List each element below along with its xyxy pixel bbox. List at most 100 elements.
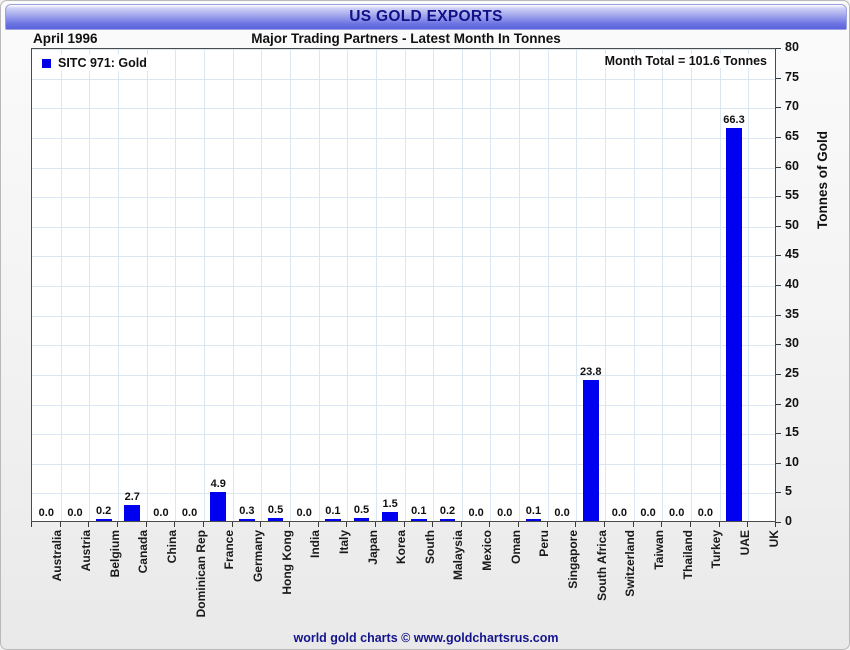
x-tick-mark [31, 522, 32, 527]
bar-value-label: 0.0 [669, 507, 685, 519]
bar-india[interactable]: 0.0 [296, 47, 312, 521]
bar-austria[interactable]: 0.0 [67, 47, 83, 521]
y-tick-mark [776, 433, 781, 435]
bar-value-label: 0.5 [267, 504, 284, 517]
x-axis-label: Australia [50, 530, 65, 582]
bar-value-label: 0.5 [353, 504, 370, 517]
y-tick-label: 40 [785, 277, 799, 291]
bar-peru[interactable]: 0.1 [525, 47, 542, 521]
x-tick-mark [775, 522, 776, 527]
gridline-vertical [118, 49, 119, 521]
bar-value-label: 0.0 [554, 507, 570, 519]
x-axis-label: South Africa [594, 530, 609, 601]
bar-rect [582, 380, 599, 521]
bar-south-africa[interactable]: 23.8 [580, 47, 601, 521]
gridline-vertical [261, 49, 262, 521]
y-tick-label: 45 [785, 247, 799, 262]
x-axis-label: Germany [250, 530, 265, 583]
bar-dominican-rep[interactable]: 0.0 [182, 47, 198, 521]
bar-singapore[interactable]: 0.0 [554, 47, 570, 521]
x-tick-mark [260, 522, 261, 527]
bar-uae[interactable]: 66.3 [723, 47, 745, 521]
gridline-vertical [605, 49, 606, 521]
y-axis: 0 5 10 15 20 25 30 35 40 45 50 55 60 65 70 75 80 [776, 40, 812, 528]
bar-rect [726, 128, 742, 521]
x-axis-label: Malaysia [451, 530, 466, 581]
bar-south[interactable]: 0.1 [410, 47, 427, 521]
bar-value-label: 0.0 [697, 507, 714, 519]
x-axis-label: UAE [738, 530, 753, 556]
bar-series: 0.0 0.0 0.2 2.7 0.0 0.0 4.9 0.3 0.5 0.0 0.1 0.5 1.5 0… [32, 49, 775, 521]
bar-belgium[interactable]: 0.2 [95, 47, 112, 521]
bar-malaysia[interactable]: 0.2 [439, 47, 456, 521]
gridline-vertical [576, 49, 577, 521]
x-axis-label: Hong Kong [279, 530, 294, 595]
gridline-horizontal [32, 256, 775, 258]
bar-japan[interactable]: 0.5 [353, 47, 370, 521]
y-tick-mark [776, 373, 781, 375]
bar-france[interactable]: 4.9 [210, 47, 227, 521]
legend-series-label: SITC 971: Gold [58, 56, 147, 70]
bar-switzerland[interactable]: 0.0 [612, 47, 628, 521]
bar-value-label: 0.0 [153, 507, 169, 519]
bar-turkey[interactable]: 0.0 [697, 47, 713, 521]
bar-thailand[interactable]: 0.0 [669, 47, 685, 521]
gridline-horizontal [32, 78, 775, 80]
bar-korea[interactable]: 1.5 [382, 47, 399, 521]
bar-australia[interactable]: 0.0 [38, 47, 54, 521]
x-axis: Australia Austria Belgium Canada China Domini… [31, 522, 781, 627]
y-tick-label: 60 [785, 158, 799, 173]
x-tick-mark [518, 522, 519, 527]
x-tick-mark [575, 522, 576, 527]
y-tick-mark [776, 225, 781, 227]
bar-china[interactable]: 0.0 [153, 47, 169, 521]
y-tick-mark [776, 107, 781, 109]
gridline-vertical [662, 49, 663, 521]
y-tick-label: 20 [785, 395, 799, 410]
y-tick-label: 50 [785, 217, 799, 232]
y-tick-mark [776, 314, 781, 316]
window-title: US GOLD EXPORTS [349, 8, 503, 25]
gridline-vertical [691, 49, 692, 521]
x-axis-label: UK [766, 530, 781, 548]
y-tick-mark [776, 462, 781, 464]
x-axis-label: Korea [394, 530, 409, 565]
bar-rect [353, 518, 370, 521]
gridline-horizontal [32, 167, 775, 169]
gridline-horizontal [32, 226, 775, 228]
footer-credit: world gold charts © www.goldchartsrus.co… [293, 631, 559, 645]
bar-rect [439, 519, 456, 521]
y-tick-mark [776, 196, 781, 198]
window-title-bar: US GOLD EXPORTS [5, 4, 847, 30]
bar-germany[interactable]: 0.3 [239, 47, 255, 521]
x-tick-mark [432, 522, 433, 527]
bar-mexico[interactable]: 0.0 [468, 47, 484, 521]
bar-value-label: 2.7 [124, 491, 140, 504]
gridline-vertical [519, 49, 520, 521]
chart-legend: SITC 971: Gold [40, 55, 151, 71]
y-tick-label: 15 [785, 425, 799, 440]
y-tick-label: 80 [785, 40, 799, 54]
gridline-vertical [376, 49, 377, 521]
x-tick-mark [146, 522, 147, 527]
bar-hong-kong[interactable]: 0.5 [267, 47, 284, 521]
x-axis-label: Thailand [680, 530, 695, 580]
y-tick-mark [776, 522, 781, 523]
bar-value-label: 0.0 [468, 507, 484, 519]
period-label: April 1996 [33, 31, 98, 46]
bar-taiwan[interactable]: 0.0 [640, 47, 656, 521]
bar-value-label: 0.0 [67, 507, 83, 519]
y-tick-mark [776, 136, 781, 138]
x-tick-mark [747, 522, 748, 527]
bar-oman[interactable]: 0.0 [497, 47, 513, 521]
bar-canada[interactable]: 2.7 [124, 47, 141, 521]
subtitle-row: April 1996 Major Trading Partners - Late… [1, 31, 849, 49]
bar-value-label: 66.3 [723, 114, 745, 127]
gridline-vertical [462, 49, 463, 521]
bar-rect [382, 512, 399, 521]
bar-italy[interactable]: 0.1 [324, 47, 341, 521]
bar-uk[interactable] [755, 47, 771, 521]
gridline-horizontal [32, 374, 775, 376]
y-tick-mark [776, 255, 781, 257]
legend-swatch-icon [42, 58, 51, 68]
